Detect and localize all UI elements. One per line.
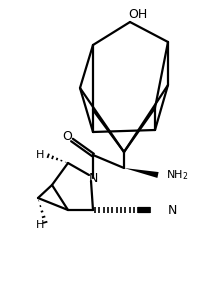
- Text: N: N: [88, 171, 98, 184]
- Polygon shape: [124, 168, 159, 178]
- Text: OH: OH: [128, 7, 148, 20]
- Text: H: H: [36, 220, 44, 230]
- Text: O: O: [62, 130, 72, 142]
- Text: NH$_2$: NH$_2$: [166, 168, 189, 182]
- Text: N: N: [168, 204, 177, 216]
- Text: H: H: [36, 150, 44, 160]
